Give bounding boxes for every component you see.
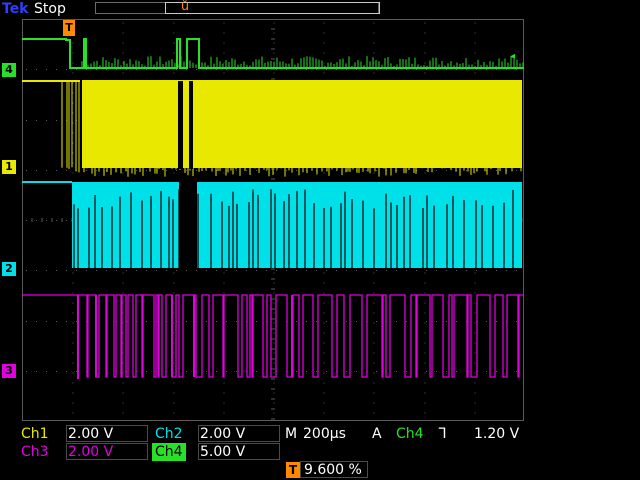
ch3-ground-marker[interactable]: 3: [2, 364, 16, 378]
ch1-label[interactable]: Ch1: [21, 426, 49, 442]
ch1-ground-marker[interactable]: 1: [2, 160, 16, 174]
ch3-scale: 2.00 V: [68, 444, 114, 460]
acquisition-state[interactable]: Stop: [34, 1, 66, 17]
ch4-scale: 5.00 V: [200, 444, 246, 460]
trigger-position-icon[interactable]: ů: [180, 0, 190, 14]
ch3-edges: [77, 295, 293, 379]
ch2-ground-marker[interactable]: 2: [2, 262, 16, 276]
ch2-label[interactable]: Ch2: [155, 426, 183, 442]
graticule: [22, 19, 524, 421]
ch2-scale: 2.00 V: [200, 426, 246, 442]
ch1-scale: 2.00 V: [68, 426, 114, 442]
timebase-prefix: M: [285, 426, 298, 442]
ch1-gap-1: [178, 81, 183, 169]
trigger-source[interactable]: Ch4: [396, 426, 424, 442]
top-status-bar: Tek Stop ů: [0, 0, 640, 18]
ch3-waveform: [22, 294, 524, 378]
trigger-position-box: [300, 461, 368, 478]
ch2-gaps: [73, 189, 514, 268]
trigger-marker-icon[interactable]: T: [63, 20, 75, 36]
brand-logo: Tek: [2, 1, 29, 17]
ch1-value-box: [66, 425, 148, 442]
ch4-ground-marker[interactable]: 4: [2, 63, 16, 77]
trigger-position-icon: T: [286, 462, 300, 478]
ch4-noise: [81, 56, 524, 68]
ch2-value-box: [198, 425, 280, 442]
ch3-value-box: [66, 443, 148, 460]
ch1-gap-2: [189, 81, 193, 169]
ch3-label[interactable]: Ch3: [21, 444, 49, 460]
ch4-waveform: [22, 38, 524, 69]
ch4-value-box: [198, 443, 280, 460]
trigger-mode: A: [372, 426, 382, 442]
trigger-level[interactable]: 1.20 V: [474, 426, 520, 442]
trigger-level-icon[interactable]: ◂: [510, 51, 516, 62]
ch2-gap-block: [179, 182, 197, 268]
ch1-edges: [61, 81, 522, 177]
waveform-display: [22, 19, 524, 421]
falling-edge-icon[interactable]: ᒣ: [438, 426, 447, 442]
trigger-position-value[interactable]: 9.600 %: [304, 462, 362, 478]
record-view-window[interactable]: [165, 2, 380, 14]
timebase-value[interactable]: 200µs: [303, 426, 346, 442]
ch4-label[interactable]: Ch4: [152, 443, 186, 461]
